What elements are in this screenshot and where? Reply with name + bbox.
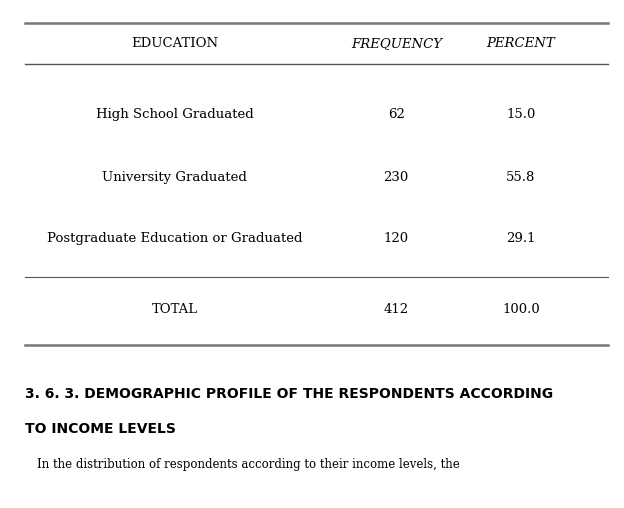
Text: 15.0: 15.0	[506, 108, 536, 121]
Text: 230: 230	[384, 171, 409, 184]
Text: 62: 62	[388, 108, 405, 121]
Text: 100.0: 100.0	[502, 303, 540, 316]
Text: TO INCOME LEVELS: TO INCOME LEVELS	[25, 422, 176, 436]
Text: In the distribution of respondents according to their income levels, the: In the distribution of respondents accor…	[37, 458, 460, 471]
Text: PERCENT: PERCENT	[487, 37, 555, 50]
Text: 120: 120	[384, 232, 409, 245]
Text: Postgraduate Education or Graduated: Postgraduate Education or Graduated	[47, 232, 303, 245]
Text: 29.1: 29.1	[506, 232, 536, 245]
Text: FREQUENCY: FREQUENCY	[351, 37, 442, 50]
Text: TOTAL: TOTAL	[152, 303, 198, 316]
Text: 412: 412	[384, 303, 409, 316]
Text: University Graduated: University Graduated	[102, 171, 247, 184]
Text: 3. 6. 3. DEMOGRAPHIC PROFILE OF THE RESPONDENTS ACCORDING: 3. 6. 3. DEMOGRAPHIC PROFILE OF THE RESP…	[25, 387, 553, 401]
Text: EDUCATION: EDUCATION	[131, 37, 218, 50]
Text: 55.8: 55.8	[506, 171, 536, 184]
Text: High School Graduated: High School Graduated	[96, 108, 253, 121]
